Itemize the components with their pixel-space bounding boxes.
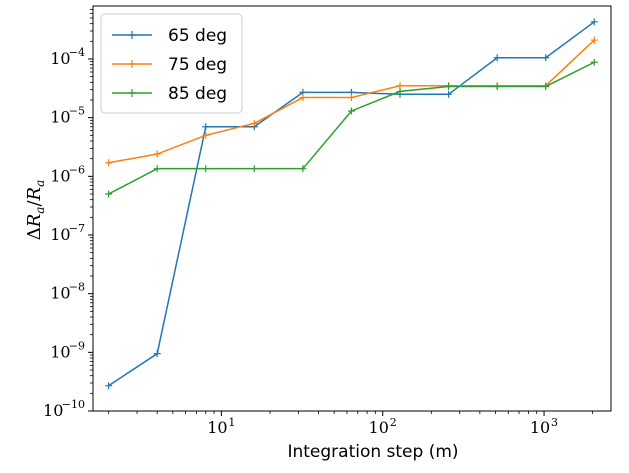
data-point-3-9 [493,82,501,90]
data-point-2-4 [250,119,258,127]
data-point-3-2 [153,165,161,173]
x-tick-exp-1: 1 [228,416,235,429]
plot-frame [92,5,612,412]
x-tick-exp-3: 3 [551,416,558,429]
y-axis-label-delta: Δ [24,227,45,240]
data-point-2-11 [590,36,598,44]
data-point-3-11 [590,58,598,66]
y-tick-exp-3: −8 [69,281,85,294]
svg-text:ΔRa/Ra: ΔRa/Ra [24,180,47,241]
data-point-1-9 [493,54,501,62]
legend-marker-2 [128,60,136,68]
data-point-2-5 [299,94,307,102]
legend-label-3: 85 deg [168,84,227,104]
legend-box [100,13,243,114]
data-point-3-5 [299,165,307,173]
data-point-1-2 [153,350,161,358]
y-tick-label-4: 10 [50,225,70,244]
data-point-3-8 [445,82,453,90]
x-tick-label-2: 10 [369,418,389,437]
x-tick-label-3: 10 [530,418,550,437]
y-tick-exp-4: −7 [69,222,85,235]
legend: 65 deg 75 deg 85 deg [100,13,243,114]
data-point-2-1 [105,159,113,167]
data-point-1-3 [202,123,210,131]
legend-label-1: 65 deg [168,26,227,46]
legend-label-2: 75 deg [168,55,227,75]
data-point-2-6 [347,94,355,102]
x-tick-label-1: 10 [207,418,227,437]
y-tick-label-3: 10 [50,284,70,303]
data-point-1-10 [542,54,550,62]
y-axis-label-sub1: a [33,207,47,214]
y-axis-label-sub2: a [33,180,47,187]
y-tick-exp-6: −5 [69,105,85,118]
data-point-1-11 [590,18,598,26]
data-point-2-3 [202,131,210,139]
data-point-3-4 [250,165,258,173]
legend-marker-1 [128,31,136,39]
y-tick-exp-5: −6 [69,163,85,176]
data-point-1-1 [105,382,113,390]
y-tick-exp-7: −4 [69,46,85,59]
data-point-3-1 [105,190,113,198]
y-tick-label-7: 10 [50,49,70,68]
data-point-2-2 [153,150,161,158]
y-tick-label-1: 10 [43,401,63,420]
plot-area [105,18,598,390]
y-tick-exp-1: −10 [62,398,85,411]
data-point-3-6 [347,107,355,115]
y-tick-label-5: 10 [50,166,70,185]
data-point-3-10 [542,82,550,90]
y-axis-label-r2: R [24,187,45,202]
y-axis-label-slash: / [24,200,45,207]
y-axis-label-r1: R [24,214,45,229]
data-point-1-8 [445,90,453,98]
y-axis-label: ΔRa/Ra [24,180,47,241]
x-axis-label: Integration step (m) [287,442,458,462]
x-tick-exp-2: 2 [390,416,397,429]
y-tick-label-2: 10 [50,342,70,361]
data-point-3-7 [396,87,404,95]
legend-marker-3 [128,89,136,97]
y-tick-exp-2: −9 [69,339,85,352]
data-point-3-3 [202,165,210,173]
y-tick-label-6: 10 [50,108,70,127]
